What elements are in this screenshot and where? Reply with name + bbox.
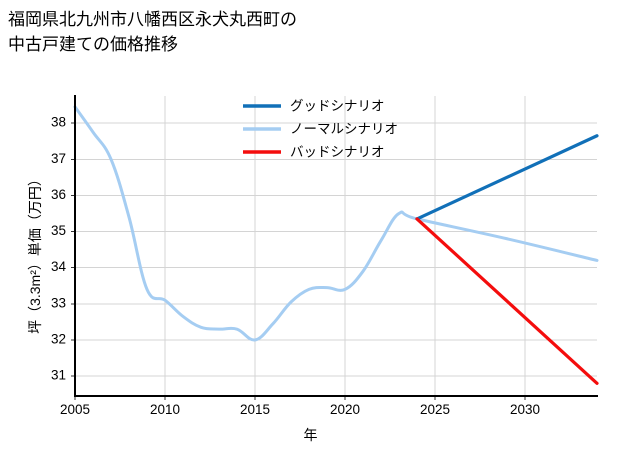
- y-tick-label: 31: [51, 368, 66, 383]
- series-line-bad: [415, 217, 599, 385]
- legend-label: グッドシナリオ: [290, 99, 385, 114]
- series-line-normal: [73, 105, 599, 342]
- legend-label: ノーマルシナリオ: [290, 122, 398, 137]
- chart-title: 福岡県北九州市八幡西区永犬丸西町の 中古戸建ての価格推移: [8, 10, 297, 54]
- x-tick-labels-group: 2005 2010 2015 2020 2025 2030: [60, 402, 540, 417]
- x-axis-label: 年: [303, 427, 318, 443]
- axis-spines-group: [73, 95, 598, 398]
- y-tick-label: 34: [51, 259, 67, 274]
- axis-spine: [73, 95, 598, 398]
- data-series-group: [73, 105, 599, 385]
- x-tick-label: 2005: [60, 402, 90, 417]
- x-tick-label: 2030: [510, 402, 540, 417]
- x-tick-label: 2015: [240, 402, 270, 417]
- legend-label: バッドシナリオ: [290, 145, 385, 160]
- y-tick-label: 36: [51, 187, 66, 202]
- y-tick-label: 38: [51, 115, 66, 130]
- x-tick-label: 2010: [150, 402, 180, 417]
- y-tick-label: 35: [51, 223, 66, 238]
- y-tick-label: 32: [51, 332, 66, 347]
- y-tick-labels-group: 31 32 33 34 35 36 37 38: [51, 115, 67, 383]
- y-tick-label: 33: [51, 295, 66, 310]
- y-axis-label: 坪（3.3m²）単価（万円）: [27, 172, 43, 334]
- x-tick-label: 2020: [330, 402, 360, 417]
- series-line-good: [415, 134, 599, 221]
- y-tick-label: 37: [51, 151, 66, 166]
- x-tick-label: 2025: [420, 402, 450, 417]
- gridlines-group: [74, 96, 597, 396]
